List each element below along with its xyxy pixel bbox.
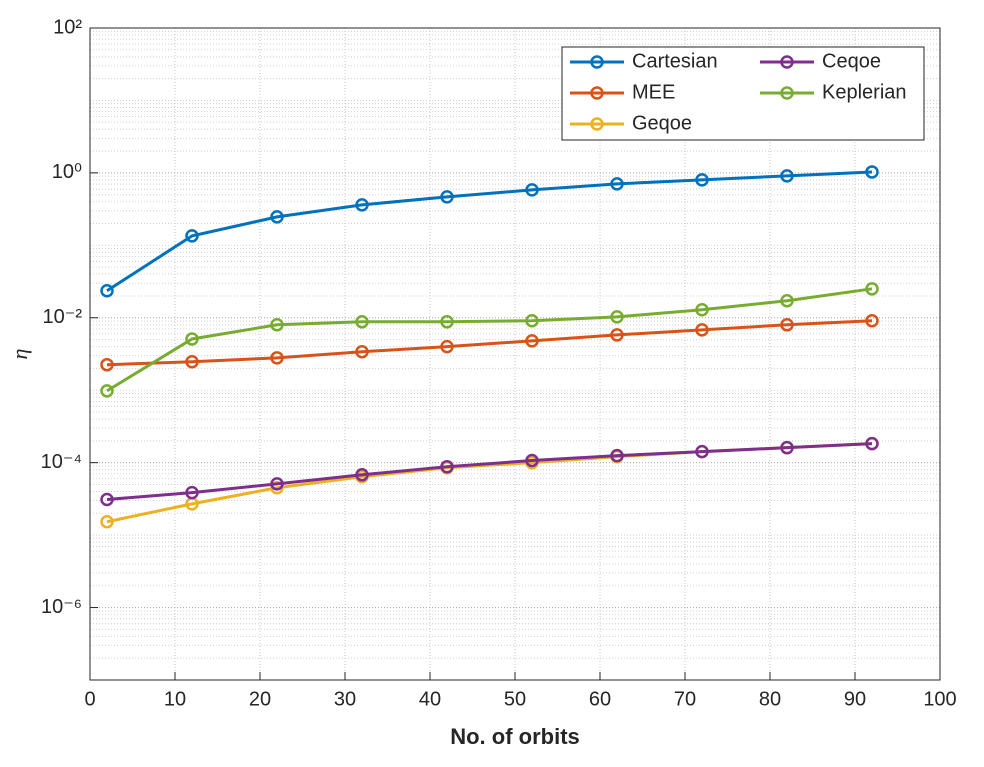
data-point xyxy=(185,485,199,500)
legend-marker xyxy=(590,55,604,69)
data-point xyxy=(525,453,539,468)
data-point xyxy=(610,177,624,191)
data-point xyxy=(610,328,624,342)
x-axis-label: No. of orbits xyxy=(450,724,580,749)
data-point xyxy=(100,284,114,298)
data-point xyxy=(355,344,369,359)
y-tick-label: 10⁻⁶ xyxy=(41,596,82,618)
data-point xyxy=(780,293,794,308)
data-point xyxy=(270,351,284,365)
x-tick-label: 20 xyxy=(249,688,271,710)
x-tick-label: 60 xyxy=(589,688,611,710)
x-tick-label: 80 xyxy=(759,688,781,710)
data-point xyxy=(865,313,879,328)
data-point xyxy=(185,332,199,346)
data-point xyxy=(100,492,114,507)
data-point xyxy=(270,477,284,491)
x-tick-label: 0 xyxy=(84,688,95,710)
data-point xyxy=(270,318,284,332)
data-point xyxy=(355,198,369,212)
y-axis-label: η xyxy=(7,349,32,360)
data-point xyxy=(865,436,879,451)
data-point xyxy=(355,315,369,329)
data-point xyxy=(100,514,114,529)
series-line xyxy=(106,287,873,393)
data-point xyxy=(270,481,284,495)
data-point xyxy=(610,310,624,324)
data-point xyxy=(100,357,114,372)
series-line xyxy=(106,170,873,293)
legend-label: Keplerian xyxy=(822,81,907,103)
data-point xyxy=(440,459,454,474)
data-point xyxy=(185,229,199,243)
data-point xyxy=(865,165,879,179)
data-point xyxy=(270,210,284,224)
legend-label: MEE xyxy=(632,81,675,103)
legend-marker xyxy=(780,86,794,100)
data-point xyxy=(355,468,369,482)
data-point xyxy=(780,440,794,455)
data-point xyxy=(780,169,794,183)
legend-label: Cartesian xyxy=(632,50,718,72)
y-tick-label: 10⁻⁴ xyxy=(41,451,82,473)
series-line xyxy=(106,319,873,367)
data-point xyxy=(525,183,539,197)
axes-box xyxy=(89,27,941,681)
x-tick-label: 30 xyxy=(334,688,356,710)
data-point xyxy=(185,355,199,369)
data-point xyxy=(525,334,539,348)
data-point xyxy=(440,190,454,204)
legend-marker xyxy=(590,117,604,131)
x-tick-label: 90 xyxy=(844,688,866,710)
x-tick-label: 40 xyxy=(419,688,441,710)
x-tick-label: 50 xyxy=(504,688,526,710)
series-line xyxy=(106,442,873,502)
data-point xyxy=(695,323,709,337)
data-point xyxy=(695,173,709,187)
legend-label: Ceqoe xyxy=(822,50,881,72)
x-tick-label: 70 xyxy=(674,688,696,710)
data-point xyxy=(100,384,114,398)
data-point xyxy=(695,303,709,317)
data-point xyxy=(780,318,794,332)
data-point xyxy=(695,444,709,459)
legend-marker xyxy=(780,55,794,69)
y-tick-label: 10⁰ xyxy=(52,161,82,183)
data-point xyxy=(440,339,454,354)
x-tick-label: 10 xyxy=(164,688,186,710)
data-point xyxy=(610,448,624,463)
x-tick-label: 100 xyxy=(923,688,956,710)
data-point xyxy=(440,315,454,329)
data-point xyxy=(865,282,879,296)
data-point xyxy=(525,313,539,328)
y-tick-label: 10⁻² xyxy=(43,306,83,328)
legend-label: Geqoe xyxy=(632,112,692,134)
y-tick-label: 10² xyxy=(53,16,82,38)
legend-marker xyxy=(590,86,604,100)
